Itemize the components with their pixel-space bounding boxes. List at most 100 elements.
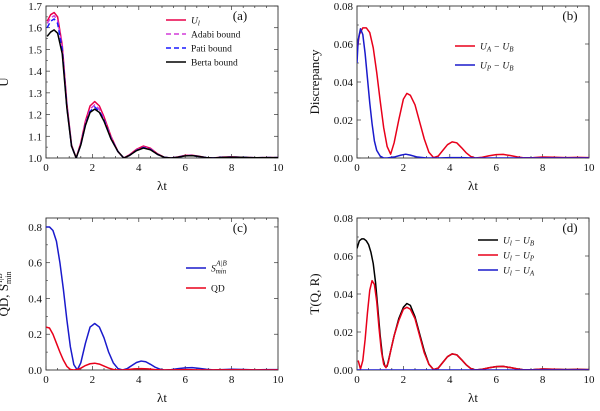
x-tick-label: 0 — [354, 374, 360, 386]
series-line-a-3 — [46, 29, 278, 158]
panel-d: 0 2 4 6 8 10 0.00 0.02 0.04 0.06 0.08 λt T(Q, R) (d) U… — [307, 213, 595, 405]
legend-main: QD — [211, 285, 225, 295]
y-tick-label: 1.2 — [28, 110, 42, 122]
y-tick-label: 0.2 — [28, 329, 42, 341]
legend-label: Berta bound — [191, 59, 238, 69]
x-tick-label: 4 — [447, 162, 453, 174]
y-tick-label: 1.7 — [28, 1, 42, 13]
legend-sub: A — [486, 46, 492, 54]
legend-sup: A|B — [215, 260, 227, 268]
y-tick-label: 1.3 — [28, 88, 42, 100]
x-tick-label: 2 — [90, 374, 96, 386]
panel-tag: (a) — [233, 8, 247, 23]
legend-sub2: B — [530, 240, 535, 248]
y-tick-label: 1.5 — [28, 44, 42, 56]
legend: Ul Adabi bound Pati bound Berta bound — [166, 17, 241, 69]
legend-sub: l — [510, 255, 512, 263]
y-axis-label: QD, SminA|B — [0, 272, 13, 317]
y-tick-label: 0.08 — [334, 1, 354, 13]
legend-label: Ul — [191, 17, 200, 28]
x-tick-label: 6 — [493, 374, 499, 386]
x-axis-label: λt — [468, 178, 478, 193]
series-line-b-0 — [357, 27, 589, 158]
legend-main: Berta bound — [191, 59, 238, 69]
panel-tag: (c) — [233, 220, 247, 235]
series-line-a-1 — [46, 15, 278, 158]
legend-main: U — [191, 17, 199, 27]
panel-tag: (d) — [562, 220, 577, 235]
legend-main: S — [211, 265, 216, 275]
legend-rest: − U — [494, 43, 511, 53]
legend-label: QD — [211, 285, 225, 295]
legend-label: SminA|B — [211, 260, 227, 276]
legend-sub2: B — [509, 65, 514, 73]
y-tick-label: 0.02 — [334, 115, 353, 127]
legend-main: U — [503, 237, 511, 247]
x-tick-label: 4 — [136, 162, 142, 174]
legend-label: Ul − UB — [503, 237, 535, 248]
legend-rest: − U — [514, 267, 531, 277]
y-tick-label: 0.04 — [334, 77, 354, 89]
panel-a: 0 2 4 6 8 10 1.0 1.1 1.2 1.3 1.4 1.5 1.6 1.7 λt U (a)Ul … — [0, 1, 284, 193]
legend-sub: l — [510, 270, 512, 278]
legend-sub: P — [486, 65, 492, 73]
y-axis-label-text: Discrepancy — [307, 49, 322, 114]
x-tick-label: 8 — [229, 374, 235, 386]
legend-sub: min — [216, 268, 227, 276]
y-tick-label: 0.00 — [334, 365, 354, 377]
x-axis-label: λt — [157, 178, 167, 193]
x-tick-label: 8 — [540, 374, 546, 386]
legend-main: U — [503, 267, 511, 277]
x-tick-label: 10 — [273, 374, 285, 386]
legend-rest: − U — [514, 237, 531, 247]
legend-label: Ul − UA — [503, 267, 535, 278]
series-line-c-1 — [46, 326, 278, 370]
y-axis-label: U — [0, 77, 11, 87]
panel-b: 0 2 4 6 8 10 0.00 0.02 0.04 0.06 0.08 λt Discrepancy… — [307, 1, 595, 193]
x-tick-label: 4 — [447, 374, 453, 386]
y-axis-label-text: U — [0, 77, 11, 87]
x-tick-label: 0 — [43, 162, 49, 174]
y-axis-label-text: T(Q, R) — [307, 273, 322, 314]
y-tick-label: 0.08 — [334, 213, 354, 225]
x-axis-label: λt — [468, 390, 478, 405]
x-tick-label: 6 — [182, 162, 188, 174]
y-tick-label: 0.02 — [334, 327, 353, 339]
legend-sub2: B — [509, 46, 514, 54]
y-tick-label: 0.04 — [334, 289, 354, 301]
legend-main: U — [480, 62, 488, 72]
x-tick-label: 6 — [182, 374, 188, 386]
y-axis-label-text: QD, S — [0, 284, 11, 317]
y-axis-label: T(Q, R) — [307, 273, 322, 314]
series-line-c-0 — [46, 226, 278, 370]
y-tick-label: 0.6 — [28, 258, 42, 270]
y-tick-label: 1.6 — [28, 23, 42, 35]
y-axis-label-sup: A|B — [0, 273, 4, 286]
legend-label: UA − UB — [480, 43, 514, 54]
y-tick-label: 0.4 — [28, 293, 42, 305]
y-tick-label: 0.06 — [334, 39, 354, 51]
legend-sub: l — [198, 20, 200, 28]
legend-sub2: A — [529, 270, 535, 278]
x-tick-label: 0 — [354, 162, 360, 174]
x-axis-label: λt — [157, 390, 167, 405]
x-tick-label: 6 — [493, 162, 499, 174]
plot-frame — [45, 217, 279, 371]
legend-main: U — [503, 252, 511, 262]
legend-label: Ul − UP — [503, 252, 535, 263]
plot-frame — [356, 5, 590, 159]
x-tick-label: 0 — [43, 374, 49, 386]
y-axis-label-sub: min — [4, 272, 13, 284]
y-tick-label: 0.8 — [28, 222, 42, 234]
series-line-d-0 — [357, 238, 589, 370]
y-tick-label: 1.0 — [28, 153, 42, 165]
legend-rest: − U — [514, 252, 531, 262]
legend-main: U — [480, 43, 488, 53]
series-line-d-1 — [357, 279, 589, 370]
y-tick-label: 0.0 — [28, 365, 42, 377]
legend-main: Pati bound — [191, 45, 232, 55]
legend-sub2: P — [529, 255, 535, 263]
